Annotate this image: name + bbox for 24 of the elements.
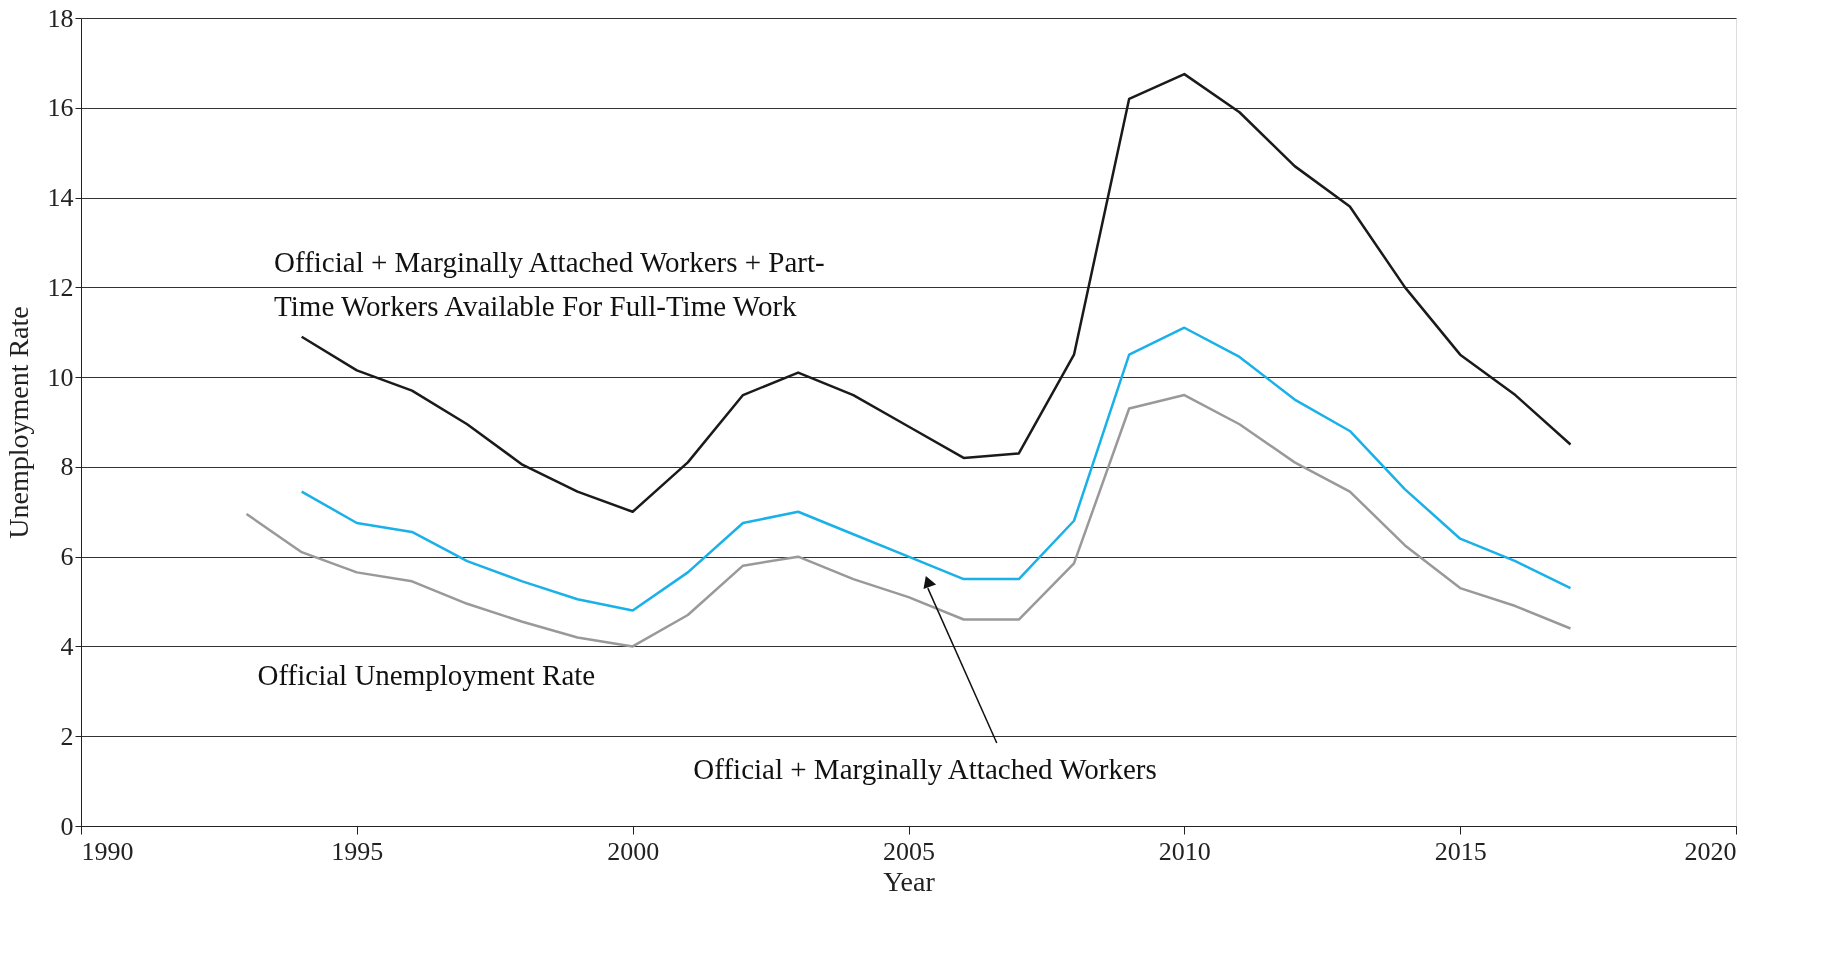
series-label: Official Unemployment Rate	[257, 658, 596, 691]
x-tick-label: 1995	[331, 836, 384, 866]
x-tick-label: 2020	[1684, 836, 1737, 866]
y-tick-label: 0	[60, 811, 74, 841]
line-series	[300, 326, 1572, 612]
y-tick-label: 6	[60, 542, 74, 572]
y-axis-title: Unemployment Rate	[2, 306, 34, 539]
x-tick-label: 2010	[1158, 836, 1211, 866]
y-tick-label: 4	[60, 631, 74, 661]
x-axis-title: Year	[883, 865, 936, 897]
x-tick-label: 1990	[81, 836, 134, 866]
y-tick-label: 10	[47, 362, 74, 392]
x-tick-label: 2000	[607, 836, 660, 866]
series-label: Official + Marginally Attached Workers + Part- Time Workers Available For Full-Time Work	[274, 245, 825, 322]
y-tick-label: 8	[60, 452, 74, 482]
y-tick-label: 2	[60, 721, 74, 751]
line-series	[245, 393, 1572, 648]
text: Official + Marginally Attached Workers	[693, 752, 1157, 785]
y-tick-label: 16	[47, 93, 74, 123]
y-tick-label: 12	[47, 272, 74, 302]
y-tick-label: 14	[47, 183, 74, 213]
x-tick-label: 2005	[883, 836, 935, 866]
x-tick-label: 2015	[1434, 836, 1487, 866]
y-tick-label: 18	[47, 3, 74, 33]
